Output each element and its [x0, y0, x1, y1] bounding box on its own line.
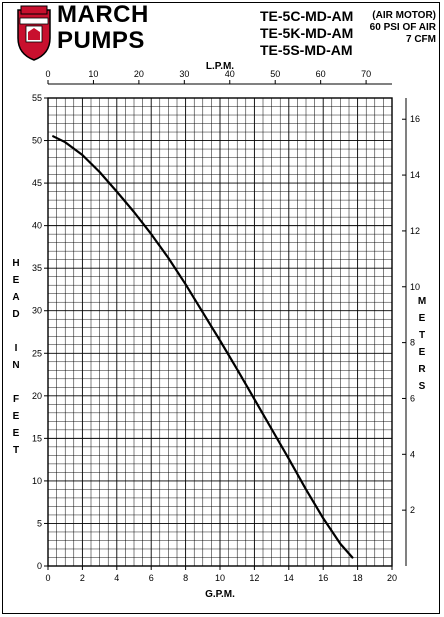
- x2-tick-label: 30: [179, 69, 189, 79]
- x2-tick-label: 70: [361, 69, 371, 79]
- x2-axis-label: L.P.M.: [206, 61, 234, 72]
- model-1: TE-5C-MD-AM: [260, 8, 354, 24]
- y2-tick-label: 12: [410, 226, 420, 236]
- model-3: TE-5S-MD-AM: [260, 42, 353, 58]
- x-tick-label: 4: [114, 573, 119, 583]
- y2-tick-label: 4: [410, 449, 415, 459]
- x2-tick-label: 50: [270, 69, 280, 79]
- y-tick-label: 55: [32, 93, 42, 103]
- x2-tick-label: 0: [45, 69, 50, 79]
- x2-tick-label: 60: [316, 69, 326, 79]
- spec-list: (AIR MOTOR) 60 PSI OF AIR 7 CFM: [370, 10, 436, 46]
- y-tick-label: 25: [32, 348, 42, 358]
- x2-tick-label: 20: [134, 69, 144, 79]
- spec-pressure: 60 PSI OF AIR: [369, 22, 436, 33]
- brand-line-1: MARCH: [57, 1, 149, 28]
- y2-tick-label: 16: [410, 114, 420, 124]
- brand-line-2: PUMPS: [57, 27, 145, 54]
- y2-tick-label: 10: [410, 282, 420, 292]
- y-tick-label: 50: [32, 136, 42, 146]
- x-tick-label: 10: [215, 573, 225, 583]
- y-tick-label: 15: [32, 433, 42, 443]
- spec-flow: 7 CFM: [406, 34, 436, 45]
- y-tick-label: 45: [32, 178, 42, 188]
- y-tick-label: 35: [32, 263, 42, 273]
- performance-curve: [52, 135, 354, 559]
- x-tick-label: 16: [318, 573, 328, 583]
- y-tick-label: 30: [32, 306, 42, 316]
- y2-tick-label: 6: [410, 393, 415, 403]
- y-tick-label: 10: [32, 476, 42, 486]
- x-tick-label: 18: [353, 573, 363, 583]
- x-tick-label: 14: [284, 573, 294, 583]
- x-tick-label: 12: [249, 573, 259, 583]
- x-tick-label: 0: [45, 573, 50, 583]
- march-pumps-logo: [17, 5, 51, 61]
- y-tick-label: 0: [37, 561, 42, 571]
- x-tick-label: 2: [80, 573, 85, 583]
- x2-tick-label: 40: [225, 69, 235, 79]
- y-tick-label: 20: [32, 391, 42, 401]
- y2-tick-label: 2: [410, 505, 415, 515]
- brand-name: MARCH PUMPS: [57, 2, 149, 54]
- x-tick-label: 8: [183, 573, 188, 583]
- spec-motor: (AIR MOTOR): [372, 10, 436, 21]
- x-axis-label: G.P.M.: [205, 589, 235, 600]
- model-list: TE-5C-MD-AM TE-5K-MD-AM TE-5S-MD-AM: [260, 8, 353, 59]
- y2-tick-label: 14: [410, 170, 420, 180]
- x-tick-label: 6: [149, 573, 154, 583]
- chart-frame: [2, 2, 440, 614]
- x2-tick-label: 10: [88, 69, 98, 79]
- model-2: TE-5K-MD-AM: [260, 25, 354, 41]
- y2-tick-label: 8: [410, 338, 415, 348]
- x-tick-label: 20: [387, 573, 397, 583]
- y-tick-label: 5: [37, 518, 42, 528]
- y-tick-label: 40: [32, 221, 42, 231]
